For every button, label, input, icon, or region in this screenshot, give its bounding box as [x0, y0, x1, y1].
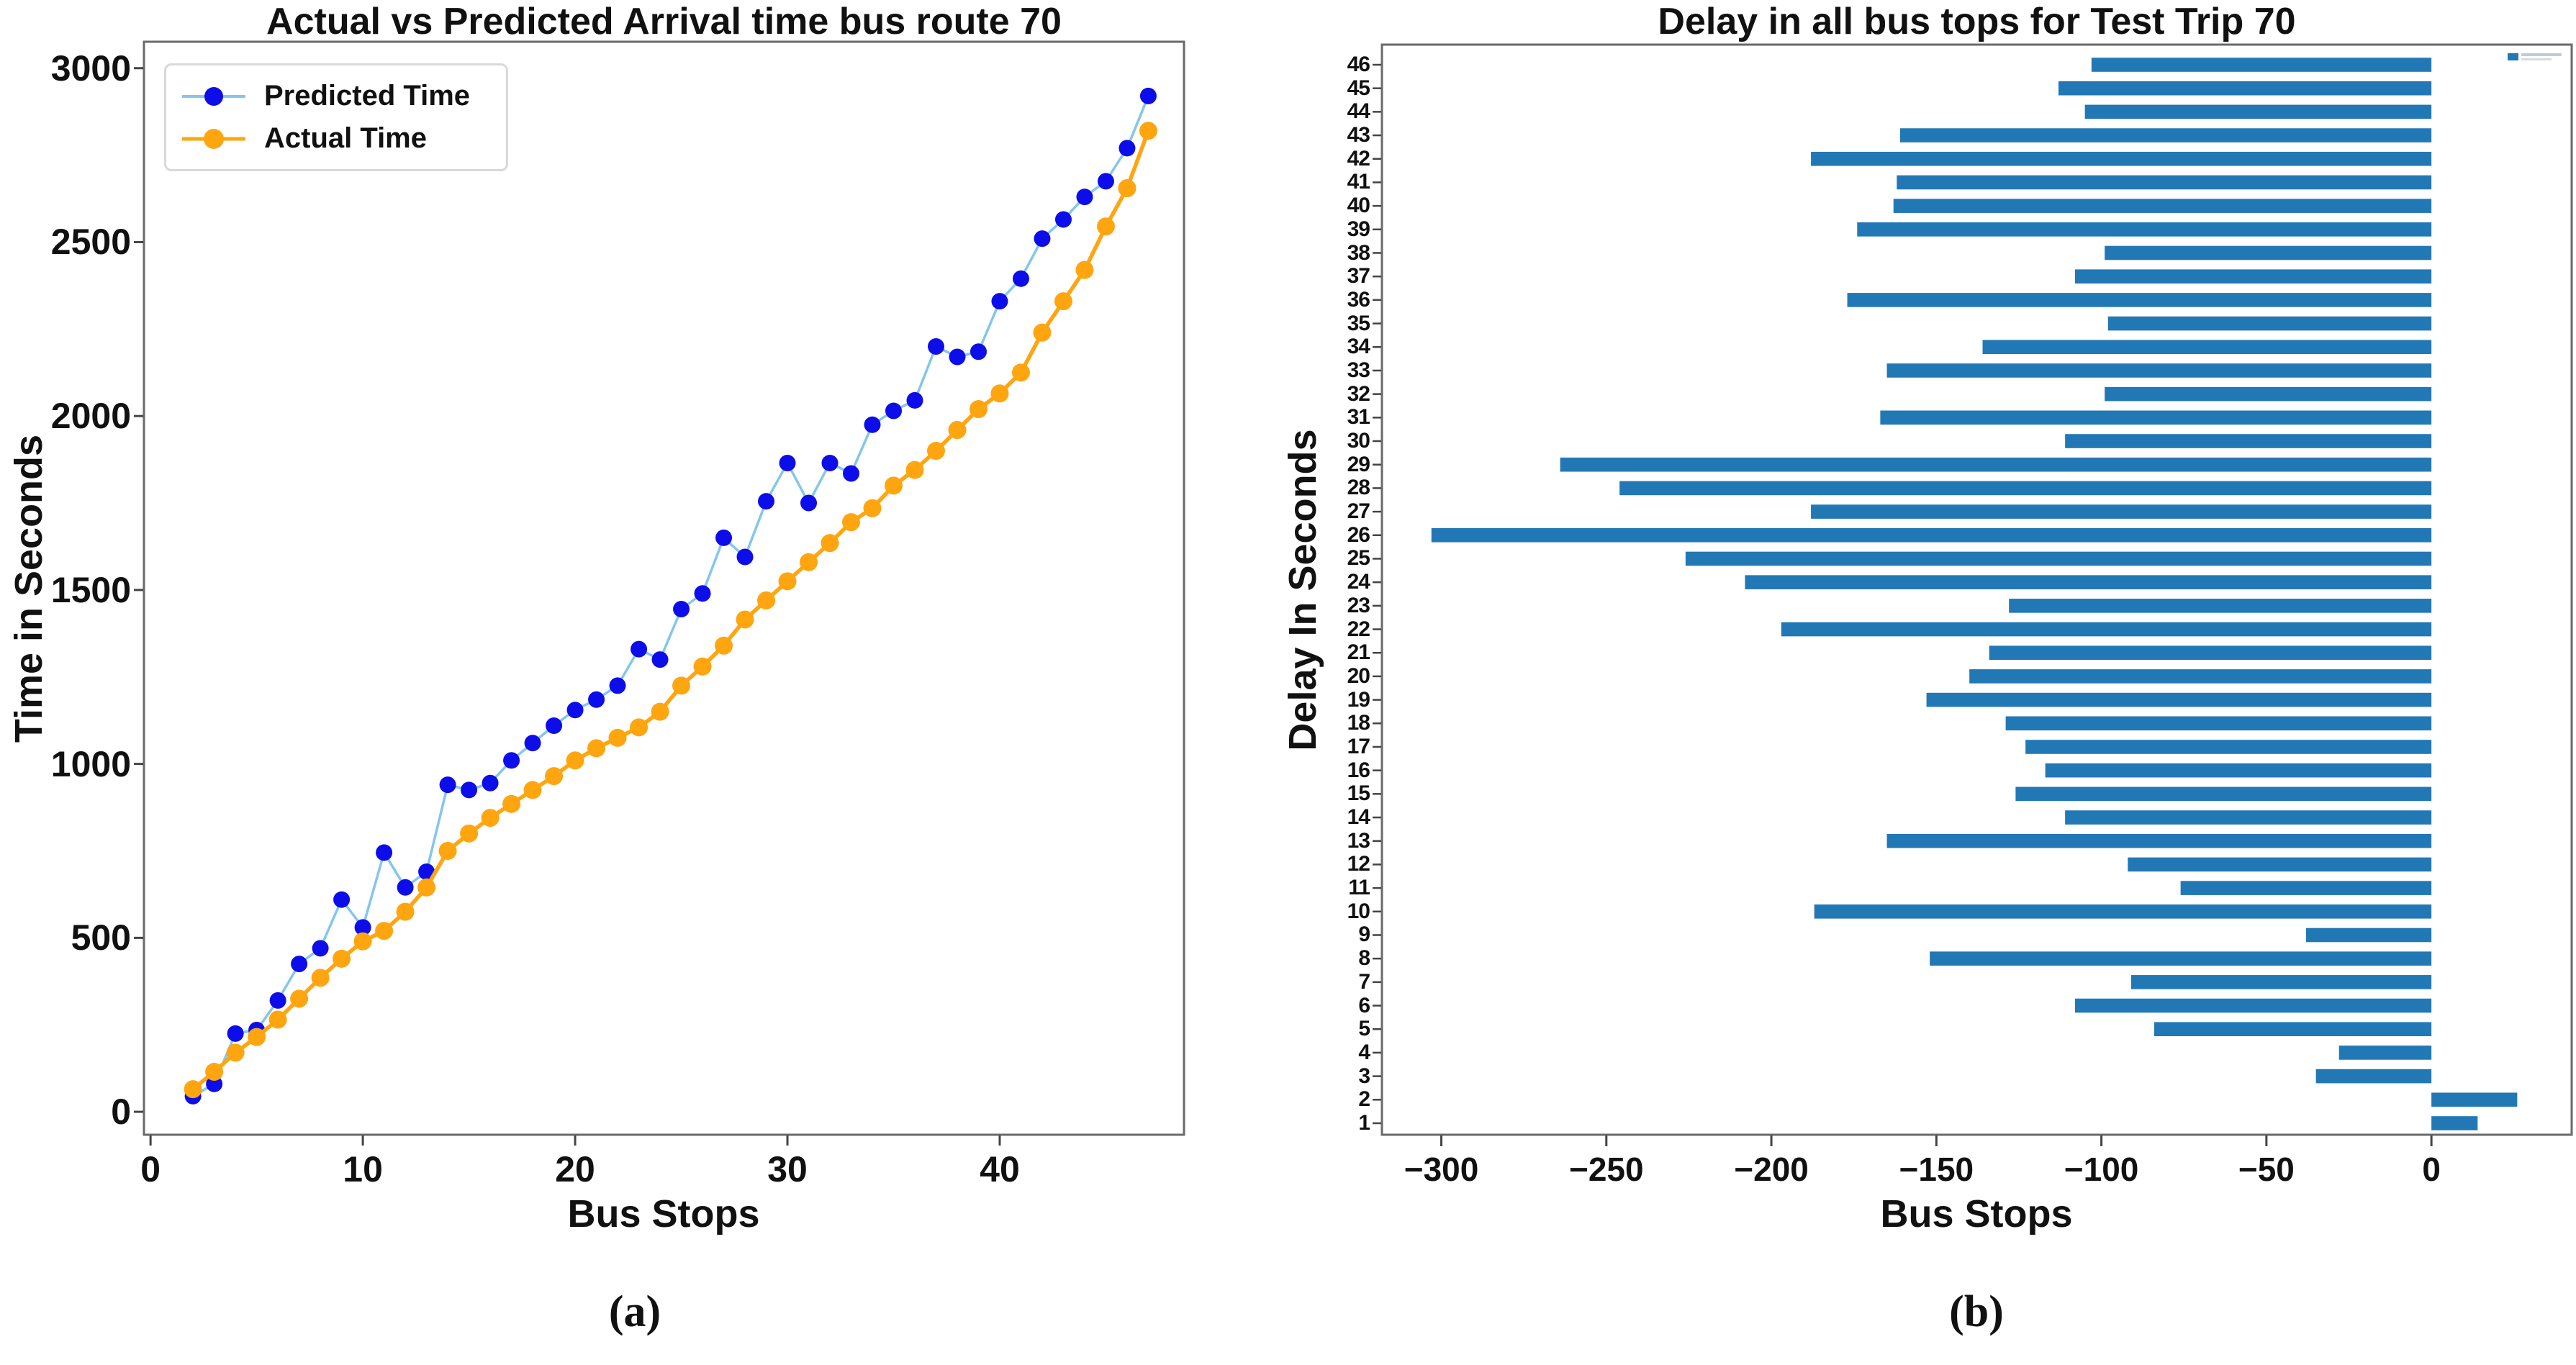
right-y-tick-46: 46 [1347, 52, 1370, 76]
left-x-axis-label: Bus Stops [567, 1192, 760, 1235]
right-y-tick-25: 25 [1347, 546, 1370, 571]
right-y-tick-16: 16 [1347, 758, 1370, 782]
right-x-tick--150: −150 [1899, 1151, 1974, 1188]
right-y-tick-2: 2 [1358, 1087, 1370, 1112]
right-y-tick-23: 23 [1347, 593, 1370, 617]
right-y-tick-44: 44 [1347, 99, 1370, 124]
left-x-tick-0: 0 [140, 1149, 161, 1189]
right-x-tick--200: −200 [1734, 1151, 1809, 1188]
left-y-tick-1000: 1000 [50, 743, 131, 784]
right-y-tick-43: 43 [1347, 123, 1370, 148]
legend-label-actual: Actual Time [264, 122, 427, 154]
right-y-tick-40: 40 [1347, 194, 1370, 218]
left-chart-title: Actual vs Predicted Arrival time bus rou… [266, 1, 1062, 42]
right-y-tick-41: 41 [1347, 170, 1370, 194]
left-x-tick-10: 10 [343, 1149, 383, 1189]
left-y-tick-2000: 2000 [50, 396, 131, 437]
left-y-tick-500: 500 [71, 917, 131, 958]
right-y-tick-17: 17 [1347, 734, 1370, 758]
right-y-tick-38: 38 [1347, 240, 1370, 265]
right-y-tick-10: 10 [1347, 899, 1370, 923]
right-y-tick-36: 36 [1347, 287, 1370, 312]
right-y-tick-15: 15 [1347, 781, 1370, 806]
right-y-tick-29: 29 [1347, 452, 1370, 476]
right-y-tick-28: 28 [1347, 476, 1370, 500]
legend-box: Predicted Time Actual Time [164, 63, 508, 171]
right-y-tick-34: 34 [1347, 335, 1370, 359]
right-chart-title: Delay in all bus tops for Test Trip 70 [1658, 1, 2296, 42]
left-y-tick-2500: 2500 [50, 222, 131, 263]
right-y-tick-27: 27 [1347, 499, 1370, 524]
right-y-tick-1: 1 [1358, 1111, 1370, 1135]
right-y-tick-21: 21 [1347, 640, 1370, 665]
left-x-tick-40: 40 [980, 1149, 1020, 1189]
right-y-tick-13: 13 [1347, 828, 1370, 853]
right-y-tick-39: 39 [1347, 217, 1370, 241]
right-x-axis-label: Bus Stops [1880, 1192, 2073, 1235]
right-y-tick-3: 3 [1358, 1064, 1370, 1088]
right-y-tick-22: 22 [1347, 617, 1370, 641]
right-y-tick-8: 8 [1358, 946, 1370, 971]
right-y-tick-11: 11 [1348, 876, 1370, 900]
right-y-tick-14: 14 [1347, 805, 1370, 830]
right-y-tick-9: 9 [1358, 922, 1370, 947]
left-y-tick-3000: 3000 [50, 47, 131, 89]
legend-item-actual: Actual Time [182, 122, 490, 155]
left-y-tick-1500: 1500 [50, 569, 131, 610]
predicted-marker-icon [182, 86, 245, 106]
right-y-tick-12: 12 [1347, 852, 1370, 876]
right-y-tick-31: 31 [1347, 405, 1370, 430]
left-y-tick-0: 0 [111, 1092, 131, 1133]
caption-a: (a) [608, 1287, 661, 1336]
right-y-tick-37: 37 [1347, 264, 1370, 289]
right-y-tick-33: 33 [1347, 358, 1370, 382]
caption-b: (b) [1949, 1287, 2004, 1336]
right-x-tick-0: 0 [2422, 1151, 2441, 1188]
right-y-tick-42: 42 [1347, 146, 1370, 171]
left-x-tick-30: 30 [767, 1149, 808, 1189]
tiny-legend-artifact [2508, 52, 2565, 65]
right-y-tick-20: 20 [1347, 663, 1370, 688]
right-x-tick--300: −300 [1404, 1151, 1479, 1188]
right-x-tick--250: −250 [1568, 1151, 1644, 1188]
right-y-tick-5: 5 [1358, 1017, 1370, 1041]
right-y-tick-45: 45 [1347, 76, 1370, 100]
right-y-tick-35: 35 [1347, 311, 1370, 335]
actual-marker-icon [182, 128, 245, 149]
right-y-tick-24: 24 [1347, 570, 1370, 594]
legend-label-predicted: Predicted Time [264, 80, 471, 112]
right-y-tick-32: 32 [1347, 381, 1370, 406]
left-x-tick-20: 20 [555, 1149, 595, 1189]
right-y-tick-7: 7 [1358, 969, 1370, 994]
right-x-tick--100: −100 [2064, 1151, 2139, 1188]
right-y-tick-4: 4 [1358, 1040, 1370, 1064]
right-y-tick-26: 26 [1347, 522, 1370, 547]
legend-item-predicted: Predicted Time [182, 80, 490, 112]
right-y-tick-18: 18 [1347, 711, 1370, 735]
right-y-tick-6: 6 [1358, 993, 1370, 1017]
tiny-legend-swatch-icon [2508, 53, 2518, 60]
right-y-tick-30: 30 [1347, 429, 1370, 453]
right-y-tick-19: 19 [1347, 687, 1370, 712]
right-x-tick--50: −50 [2238, 1151, 2295, 1188]
